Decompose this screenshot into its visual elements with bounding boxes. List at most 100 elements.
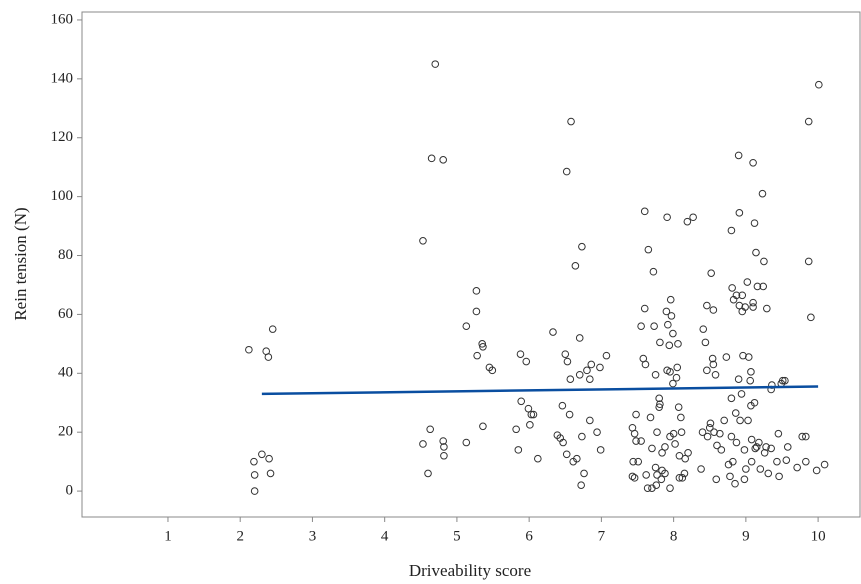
data-point [804, 117, 813, 126]
data-point [735, 301, 744, 310]
data-point [749, 303, 757, 311]
data-point [643, 484, 652, 492]
data-point [628, 472, 637, 481]
data-point [677, 428, 686, 436]
data-point [752, 248, 760, 257]
x-axis-label: Driveability score [409, 561, 531, 580]
data-point [265, 454, 273, 463]
data-point [472, 287, 481, 295]
data-point [431, 60, 440, 68]
data-point [646, 413, 655, 422]
data-point [783, 443, 792, 451]
data-point [424, 469, 432, 478]
data-point [651, 463, 660, 472]
data-point [736, 416, 744, 425]
x-tick-label: 4 [381, 528, 389, 544]
data-point [802, 432, 810, 441]
data-point [630, 474, 639, 482]
data-point [741, 303, 749, 311]
data-point [778, 376, 787, 385]
data-point [426, 425, 434, 434]
data-point [755, 438, 763, 447]
data-point [664, 320, 672, 329]
data-point [671, 440, 679, 448]
data-point [720, 416, 728, 425]
data-point [663, 213, 671, 222]
data-point [264, 353, 273, 361]
data-point [677, 413, 685, 422]
data-point [722, 353, 731, 361]
data-point [701, 338, 710, 347]
data-point [750, 398, 759, 407]
data-point [578, 242, 586, 251]
y-tick-label: 140 [51, 70, 74, 86]
data-point [727, 394, 736, 403]
data-point [727, 432, 736, 441]
data-point [673, 363, 682, 372]
data-point [524, 404, 533, 413]
data-point [747, 368, 755, 376]
data-point [762, 443, 770, 451]
data-point [250, 457, 258, 466]
y-tick-label: 100 [51, 188, 74, 204]
data-point [744, 416, 752, 425]
data-point [729, 457, 737, 466]
data-point [759, 282, 768, 291]
data-point [764, 469, 773, 478]
data-point [689, 213, 697, 222]
data-point [640, 207, 649, 216]
data-point [562, 167, 571, 176]
data-point [804, 257, 813, 266]
x-tick-label: 10 [811, 528, 826, 544]
y-tick-label: 120 [51, 129, 74, 145]
data-point [567, 117, 575, 126]
data-point [749, 158, 757, 167]
data-point [812, 466, 821, 475]
data-point [703, 366, 711, 375]
data-point [735, 209, 744, 217]
data-point [580, 469, 588, 478]
data-point [644, 245, 653, 254]
data-point [749, 298, 757, 307]
data-point [258, 450, 266, 459]
data-point [727, 226, 736, 235]
data-point [563, 357, 572, 366]
data-point [793, 463, 801, 472]
data-point [746, 376, 754, 385]
data-point [666, 484, 674, 492]
data-point [666, 295, 675, 304]
data-point [666, 368, 674, 376]
data-point [705, 423, 714, 432]
data-point [462, 322, 471, 330]
data-point [740, 446, 749, 454]
data-point [815, 80, 823, 89]
data-point [571, 262, 580, 270]
data-point [419, 440, 427, 448]
data-point [773, 457, 781, 466]
data-point [522, 357, 531, 366]
data-point [798, 432, 807, 441]
data-point [658, 449, 666, 457]
data-point [703, 432, 712, 441]
data-point [672, 373, 681, 382]
data-point [637, 437, 645, 445]
data-point [699, 325, 708, 333]
data-point [669, 379, 677, 388]
data-point [529, 410, 538, 419]
data-point [732, 438, 741, 447]
data-point [706, 419, 715, 428]
data-point [744, 353, 753, 361]
data-point [266, 469, 275, 478]
data-point [669, 429, 678, 438]
data-point [478, 340, 486, 348]
data-point [802, 457, 810, 466]
data-point [709, 306, 718, 314]
data-point [712, 475, 721, 484]
data-point [669, 329, 677, 338]
x-tick-label: 3 [309, 528, 317, 544]
data-point [593, 428, 601, 436]
data-point [667, 312, 676, 320]
data-point [760, 257, 768, 266]
y-tick-label: 60 [58, 306, 73, 322]
